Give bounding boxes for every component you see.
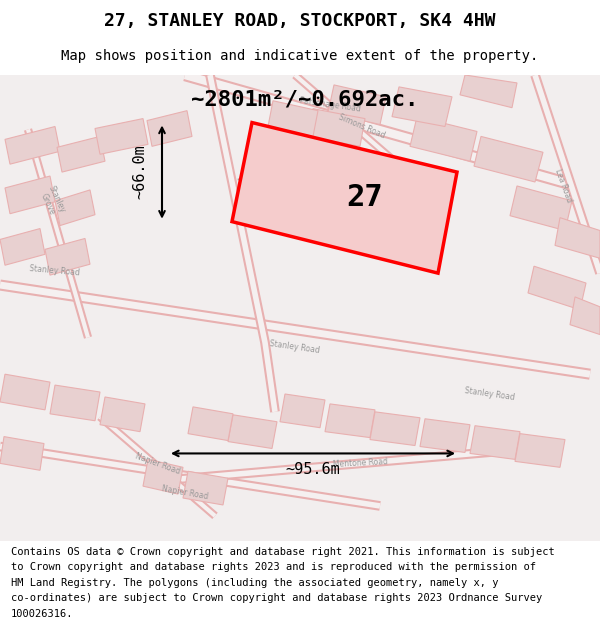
Text: HM Land Registry. The polygons (including the associated geometry, namely x, y: HM Land Registry. The polygons (includin…: [11, 578, 499, 587]
Polygon shape: [5, 126, 60, 164]
Text: Napier Road: Napier Road: [161, 484, 209, 502]
Polygon shape: [420, 419, 470, 452]
Polygon shape: [474, 136, 543, 182]
Text: Contains OS data © Crown copyright and database right 2021. This information is : Contains OS data © Crown copyright and d…: [11, 546, 554, 556]
Polygon shape: [460, 75, 517, 108]
Polygon shape: [143, 459, 183, 494]
Text: to Crown copyright and database rights 2023 and is reproduced with the permissio: to Crown copyright and database rights 2…: [11, 562, 536, 572]
Polygon shape: [55, 190, 95, 226]
Polygon shape: [308, 109, 365, 146]
Text: Map shows position and indicative extent of the property.: Map shows position and indicative extent…: [61, 49, 539, 63]
Polygon shape: [100, 397, 145, 432]
Polygon shape: [528, 266, 586, 310]
Text: Napier Road: Napier Road: [134, 451, 182, 476]
Polygon shape: [5, 176, 55, 214]
Polygon shape: [57, 136, 105, 172]
Text: ~2801m²/~0.692ac.: ~2801m²/~0.692ac.: [191, 90, 419, 110]
Polygon shape: [470, 426, 520, 459]
Polygon shape: [370, 412, 420, 446]
Text: Mentone Road: Mentone Road: [332, 458, 388, 469]
Text: 27: 27: [346, 183, 383, 212]
Text: Parsonage Road: Parsonage Road: [299, 96, 361, 114]
Polygon shape: [0, 437, 44, 470]
Text: Wilson Road: Wilson Road: [234, 175, 256, 222]
Polygon shape: [325, 404, 375, 437]
Polygon shape: [570, 297, 600, 334]
Polygon shape: [555, 217, 600, 258]
Polygon shape: [328, 85, 386, 124]
Polygon shape: [510, 186, 572, 231]
Polygon shape: [45, 239, 90, 275]
Text: Stanley
Grove: Stanley Grove: [37, 184, 67, 219]
Text: co-ordinates) are subject to Crown copyright and database rights 2023 Ordnance S: co-ordinates) are subject to Crown copyr…: [11, 593, 542, 603]
Polygon shape: [0, 229, 45, 265]
Text: Stanley Road: Stanley Road: [29, 264, 80, 278]
Polygon shape: [392, 87, 452, 126]
Polygon shape: [280, 394, 325, 428]
Polygon shape: [183, 471, 228, 505]
Text: Lea Road: Lea Road: [553, 168, 573, 204]
Text: 27, STANLEY ROAD, STOCKPORT, SK4 4HW: 27, STANLEY ROAD, STOCKPORT, SK4 4HW: [104, 12, 496, 30]
Text: Stanley Road: Stanley Road: [464, 386, 515, 402]
Polygon shape: [515, 434, 565, 468]
Polygon shape: [0, 374, 50, 410]
Polygon shape: [188, 407, 233, 441]
Polygon shape: [410, 117, 477, 161]
Text: ~66.0m: ~66.0m: [133, 145, 148, 199]
Polygon shape: [232, 122, 457, 273]
Text: Stanley Road: Stanley Road: [269, 339, 320, 356]
Text: ~95.6m: ~95.6m: [286, 462, 340, 477]
Text: Simons Road: Simons Road: [337, 112, 386, 141]
Polygon shape: [50, 385, 100, 421]
Polygon shape: [268, 101, 318, 136]
Polygon shape: [95, 119, 148, 154]
Polygon shape: [228, 415, 277, 449]
Text: 100026316.: 100026316.: [11, 609, 73, 619]
Polygon shape: [147, 111, 192, 146]
